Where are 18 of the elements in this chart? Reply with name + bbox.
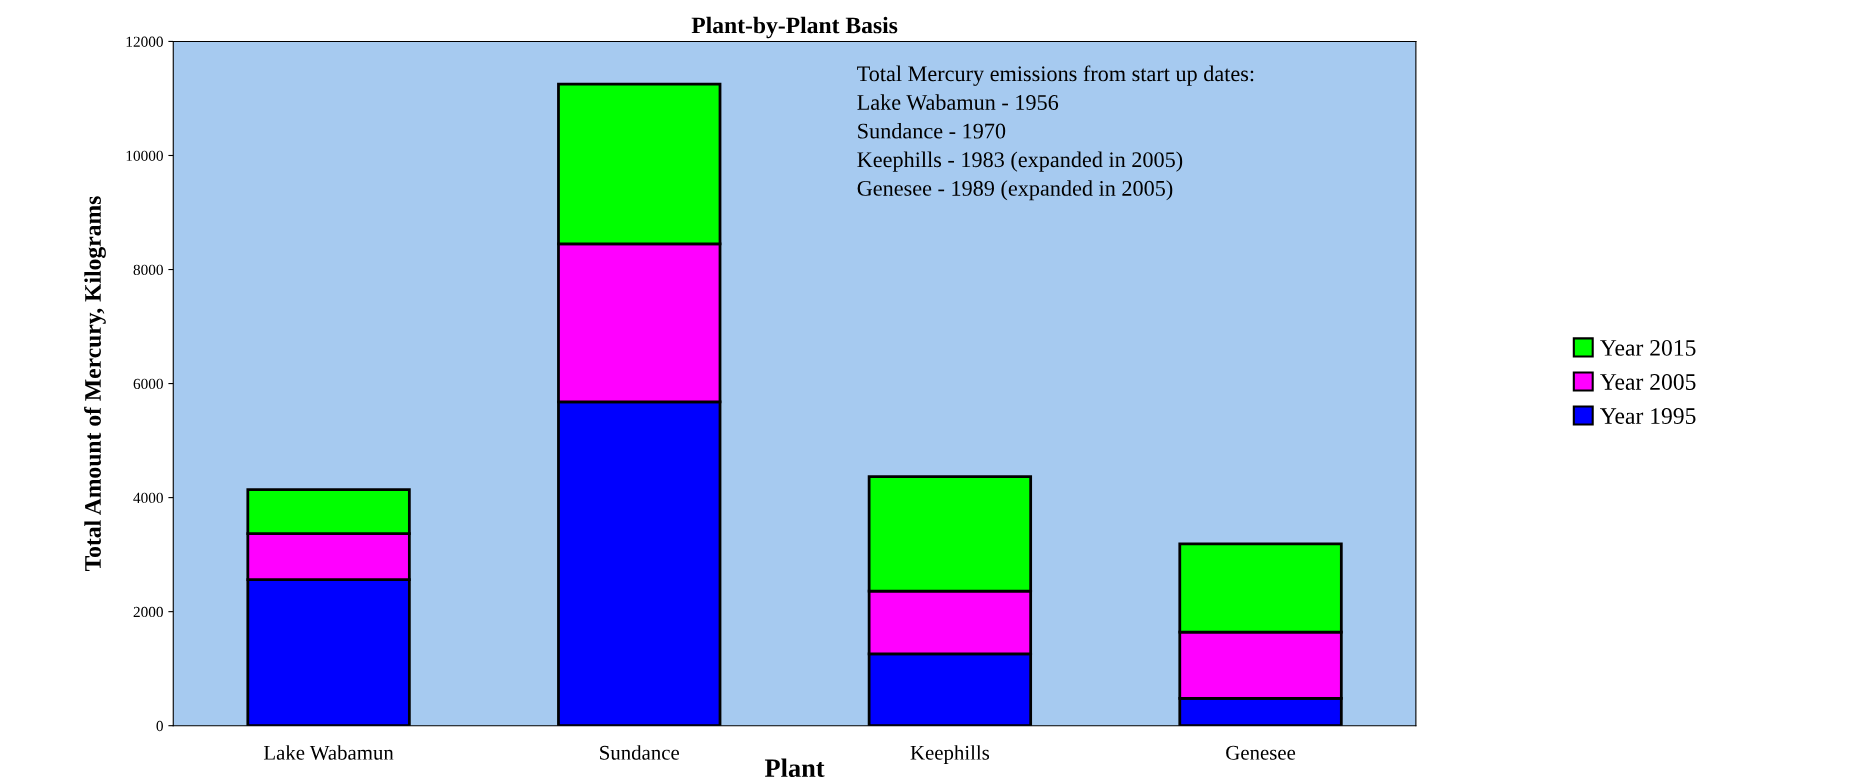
- x-tick-label: Lake Wabamun: [263, 745, 394, 760]
- y-axis-title: Total Amount of Mercury, Kilograms: [84, 196, 106, 572]
- legend-label: Year 2015: [1600, 339, 1696, 356]
- y-tick-label: 2000: [133, 606, 163, 618]
- x-axis-title: Plant: [764, 758, 825, 778]
- y-tick-label: 0: [156, 720, 163, 732]
- annotation: Total Mercury emissions from start up dates: Lake Wabamun - 1956 Sundance - 1970 Keephills - 1983 (expanded in 2005) Genesee - 1989 (expanded in 2005): [857, 65, 1254, 201]
- y-tick-label: 6000: [133, 378, 163, 390]
- legend-label: Year 2005: [1600, 373, 1696, 390]
- y-tick-label: 12000: [126, 36, 163, 47]
- x-tick-label: Genesee: [1226, 745, 1296, 760]
- y-tick-label: 8000: [133, 264, 163, 275]
- chart-title: Plant-by-Plant Basis: [691, 16, 898, 39]
- x-tick-label: Keephills: [910, 745, 990, 765]
- x-tick-label: Sundance: [600, 745, 680, 760]
- legend-label: Year 1995: [1600, 408, 1696, 424]
- y-tick-label: 4000: [133, 492, 163, 504]
- y-tick-label: 10000: [126, 150, 163, 161]
